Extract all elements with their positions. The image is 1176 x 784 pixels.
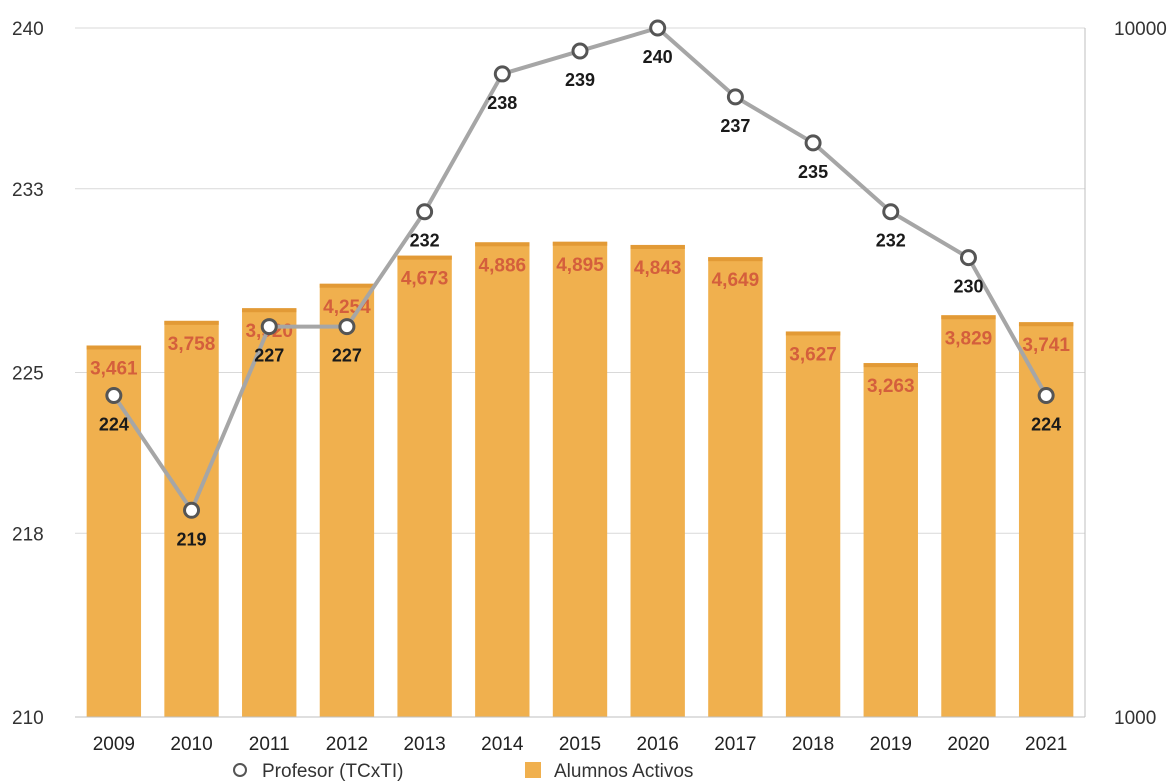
bar-data-label: 4,843 — [634, 258, 682, 279]
line-data-label: 232 — [410, 231, 440, 251]
line-point — [726, 88, 744, 106]
bar-top-edge — [475, 242, 530, 247]
line-data-label: 224 — [99, 414, 129, 434]
line-point — [649, 19, 667, 37]
bar — [1018, 322, 1074, 717]
x-tick-label: 2017 — [714, 734, 756, 755]
bar-data-label: 4,673 — [401, 269, 449, 290]
line-point — [959, 249, 977, 267]
line-point — [804, 134, 822, 152]
line-series-profesor: 224 219 227 227 232 238 239 240 237 235 232 230 224 — [99, 19, 1061, 549]
x-tick-label: 2018 — [792, 734, 834, 755]
line-point — [882, 203, 900, 221]
legend-marker-profesor — [233, 763, 247, 777]
bar-top-edge — [785, 331, 841, 336]
line-point — [260, 318, 278, 336]
bar-top-edge — [708, 257, 763, 262]
line-data-label: 219 — [177, 529, 207, 549]
bar — [319, 283, 375, 717]
line-data-label: 224 — [1031, 414, 1061, 434]
bar-top-edge — [86, 345, 142, 350]
bar-top-edge — [242, 308, 297, 313]
bar — [552, 241, 608, 718]
line-point — [493, 65, 511, 83]
bar — [242, 308, 297, 717]
bar — [708, 257, 763, 717]
axes: 210 218 225 233 240 1000 10000 2009 2010 2011 2012… — [12, 19, 1167, 755]
x-tick-label: 2013 — [403, 734, 445, 755]
legend-label-alumnos: Alumnos Activos — [554, 761, 693, 782]
line-point — [571, 42, 589, 60]
bar-data-label: 4,895 — [556, 255, 604, 276]
line-data-label: 237 — [720, 116, 750, 136]
y-left-tick-label: 240 — [12, 19, 44, 40]
x-tick-label: 2012 — [326, 734, 368, 755]
legend: Profesor (TCxTI) Alumnos Activos — [233, 761, 693, 782]
x-tick-label: 2009 — [93, 734, 135, 755]
x-tick-label: 2015 — [559, 734, 601, 755]
bar — [941, 315, 996, 717]
bar — [785, 331, 841, 717]
bar-data-label: 3,263 — [867, 376, 915, 397]
x-tick-label: 2011 — [249, 734, 290, 755]
line-data-label: 227 — [254, 346, 284, 366]
line-data-label: 240 — [643, 47, 673, 67]
bar-data-label: 3,627 — [789, 344, 837, 365]
x-tick-label: 2016 — [637, 734, 679, 755]
line-point — [1037, 386, 1055, 404]
line-data-label: 238 — [487, 93, 517, 113]
bar — [86, 345, 142, 717]
bar-top-edge — [397, 255, 452, 260]
x-tick-label: 2014 — [481, 734, 524, 755]
x-tick-label: 2010 — [170, 734, 212, 755]
line-data-label: 230 — [953, 277, 983, 297]
x-tick-label: 2019 — [870, 734, 912, 755]
line-data-label: 232 — [876, 231, 906, 251]
bar-top-edge — [1018, 322, 1074, 327]
bar-top-edge — [630, 244, 685, 249]
bar — [630, 244, 685, 718]
x-tick-label: 2021 — [1025, 734, 1067, 755]
bar — [397, 255, 452, 718]
line-point — [338, 318, 356, 336]
line-data-label: 239 — [565, 70, 595, 90]
y-left-tick-label: 210 — [12, 708, 44, 729]
y-right-tick-label: 1000 — [1114, 708, 1156, 729]
line-data-label: 227 — [332, 346, 362, 366]
bar — [164, 320, 219, 717]
line-point — [416, 203, 434, 221]
bar-data-label: 3,461 — [90, 358, 138, 379]
y-left-tick-label: 225 — [12, 364, 44, 385]
bar-data-label: 3,758 — [168, 334, 216, 355]
bar-data-label: 4,649 — [712, 270, 760, 291]
line-point — [183, 501, 201, 519]
bar-data-label: 4,254 — [323, 297, 371, 318]
legend-marker-alumnos — [525, 762, 541, 778]
bar-top-edge — [941, 315, 996, 320]
bar — [863, 363, 918, 717]
y-left-tick-label: 233 — [12, 180, 44, 201]
bar — [475, 242, 530, 717]
bar-data-label: 4,886 — [479, 255, 527, 276]
bar-data-label: 3,829 — [945, 328, 993, 349]
legend-label-profesor: Profesor (TCxTI) — [262, 761, 403, 782]
y-right-tick-label: 10000 — [1114, 19, 1167, 40]
bar-series-alumnos-activos: 3,4613,7583,9204,2544,6734,8864,8954,843… — [86, 241, 1074, 718]
bar-top-edge — [164, 320, 219, 325]
line-data-label: 235 — [798, 162, 828, 182]
bar-top-edge — [319, 283, 375, 288]
x-tick-label: 2020 — [947, 734, 989, 755]
y-left-tick-label: 218 — [12, 524, 44, 545]
bar-data-label: 3,741 — [1022, 335, 1070, 356]
line-point — [105, 386, 123, 404]
bar-top-edge — [552, 241, 608, 246]
bar-top-edge — [863, 363, 918, 368]
